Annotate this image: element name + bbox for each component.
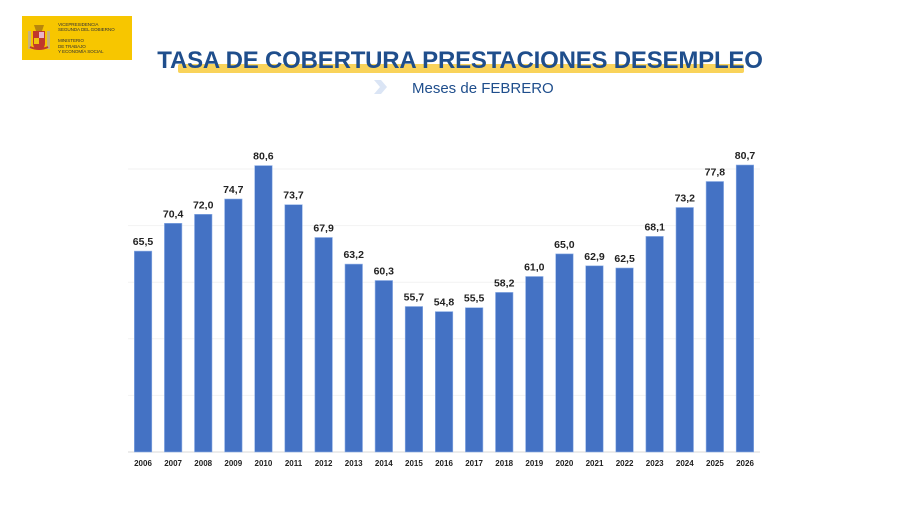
x-tick-2025: 2025 <box>706 459 724 468</box>
value-label-2013: 63,2 <box>343 249 364 261</box>
bar-2019 <box>525 276 544 453</box>
x-tick-2026: 2026 <box>736 459 754 468</box>
bar-2026 <box>735 164 755 453</box>
chevron-right-icon <box>374 80 387 94</box>
bar-2007 <box>164 223 183 453</box>
bar-2009 <box>224 198 243 453</box>
value-label-2016: 54,8 <box>434 297 455 309</box>
bar-2006 <box>134 250 153 453</box>
bars <box>134 164 755 453</box>
x-tick-2015: 2015 <box>405 459 423 468</box>
value-label-2015: 55,7 <box>404 292 425 304</box>
bar-2020 <box>555 253 574 453</box>
value-label-2023: 68,1 <box>644 221 665 233</box>
bar-2025 <box>705 181 724 453</box>
bar-2010 <box>254 165 273 453</box>
x-tick-2024: 2024 <box>676 459 694 468</box>
value-label-2021: 62,9 <box>584 251 605 263</box>
bar-2023 <box>645 236 664 453</box>
x-tick-2021: 2021 <box>586 459 604 468</box>
x-tick-2006: 2006 <box>134 459 152 468</box>
value-label-2020: 65,0 <box>554 239 575 251</box>
x-tick-2023: 2023 <box>646 459 664 468</box>
chart-title: TASA DE COBERTURA PRESTACIONES DESEMPLEO <box>157 47 763 74</box>
bar-2014 <box>374 280 393 453</box>
bar-2011 <box>284 204 303 453</box>
x-tick-2012: 2012 <box>315 459 333 468</box>
value-label-2007: 70,4 <box>163 208 184 220</box>
bar-2012 <box>314 237 333 453</box>
logo-text: Vicepresidencia Segunda del Gobierno Min… <box>58 22 115 55</box>
bar-2022 <box>615 267 634 453</box>
x-tick-2007: 2007 <box>164 459 182 468</box>
value-label-2010: 80,6 <box>253 151 274 163</box>
x-tick-2008: 2008 <box>194 459 212 468</box>
chart-subtitle: Meses de FEBRERO <box>412 80 554 97</box>
value-label-2018: 58,2 <box>494 277 515 289</box>
bar-2016 <box>434 311 454 453</box>
bar-2024 <box>675 207 694 453</box>
value-label-2022: 62,5 <box>614 253 635 265</box>
value-label-2024: 73,2 <box>675 193 696 205</box>
value-label-2011: 73,7 <box>283 190 304 202</box>
bar-2021 <box>585 265 604 453</box>
x-tick-2017: 2017 <box>465 459 483 468</box>
x-tick-2018: 2018 <box>495 459 513 468</box>
x-tick-2014: 2014 <box>375 459 393 468</box>
value-label-2012: 67,9 <box>313 223 334 235</box>
x-tick-2010: 2010 <box>255 459 273 468</box>
x-tick-2009: 2009 <box>224 459 242 468</box>
value-label-2026: 80,7 <box>735 150 756 162</box>
ministry-logo: Vicepresidencia Segunda del Gobierno Min… <box>22 16 132 60</box>
x-tick-2011: 2011 <box>285 459 303 468</box>
value-labels: 65,5 70,4 72,0 74,7 80,6 73,7 67,9 63,2 60,3 55,7… <box>133 150 756 309</box>
bar-2015 <box>404 306 424 453</box>
bar-2008 <box>194 214 213 453</box>
x-tick-2013: 2013 <box>345 459 363 468</box>
value-label-2008: 72,0 <box>193 199 214 211</box>
coat-of-arms-icon <box>28 25 50 50</box>
value-label-2014: 60,3 <box>374 266 395 278</box>
value-label-2025: 77,8 <box>705 167 726 179</box>
x-tick-2019: 2019 <box>525 459 543 468</box>
x-tick-2022: 2022 <box>616 459 634 468</box>
bar-2018 <box>495 292 514 453</box>
value-label-2009: 74,7 <box>223 184 244 196</box>
x-tick-2016: 2016 <box>435 459 453 468</box>
bar-2013 <box>344 263 363 453</box>
value-label-2017: 55,5 <box>464 293 485 305</box>
x-tick-labels: 2006 2007 2008 2009 2010 2011 2012 2013 2014 2015… <box>134 459 754 468</box>
x-tick-2020: 2020 <box>556 459 574 468</box>
bar-2017 <box>465 307 484 453</box>
value-label-2019: 61,0 <box>524 262 545 274</box>
title-underline <box>178 64 744 73</box>
value-label-2006: 65,5 <box>133 236 154 248</box>
